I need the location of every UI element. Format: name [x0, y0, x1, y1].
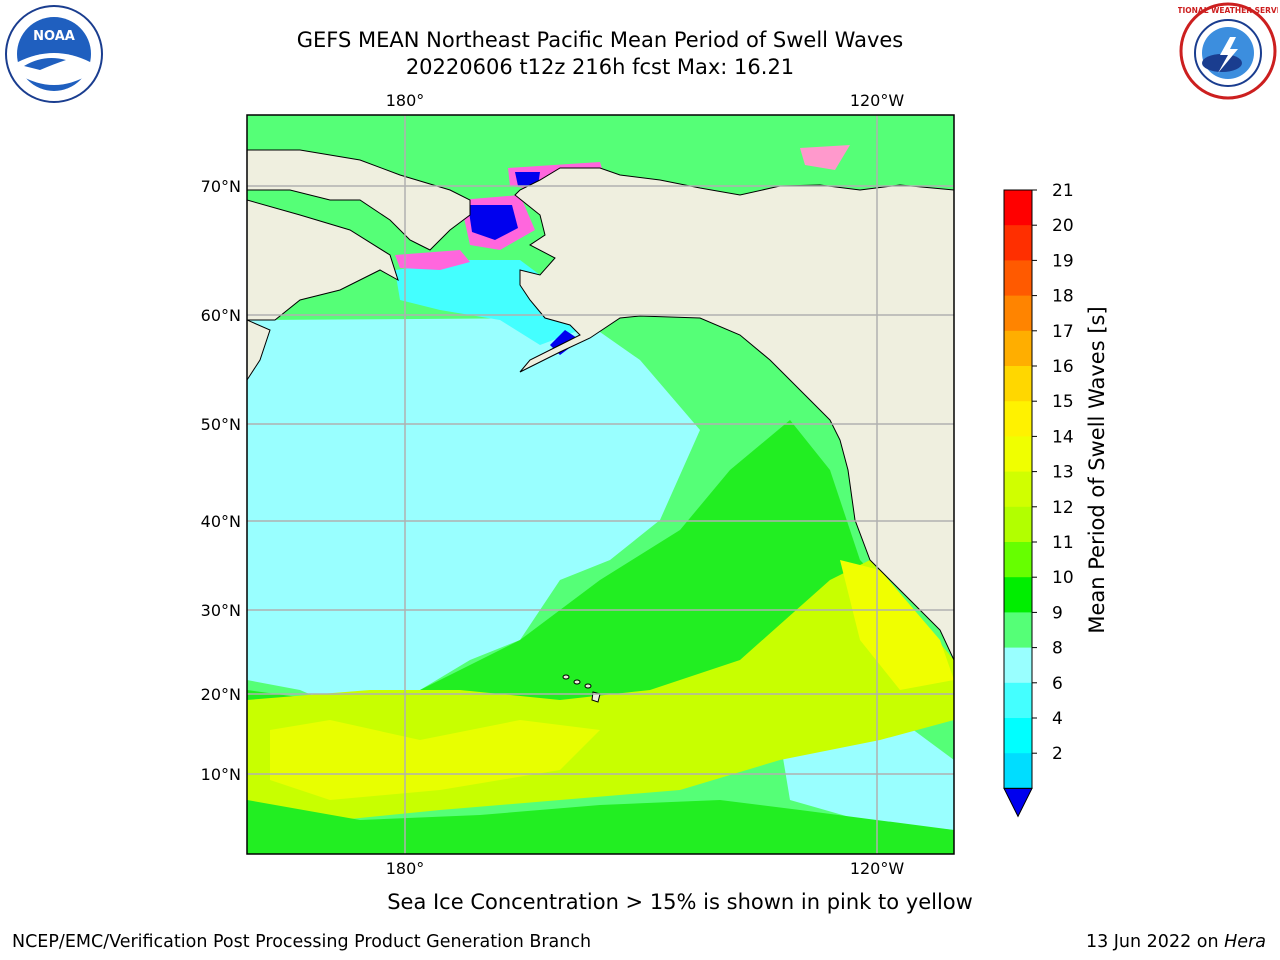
map-frame	[246, 114, 955, 855]
colorbar-segment	[1004, 682, 1032, 719]
credit-date: 13 Jun 2022 on	[1085, 932, 1225, 952]
colorbar-tick-label: 21	[1052, 181, 1074, 201]
land-siberia	[247, 115, 471, 251]
colorbar-tick-label: 10	[1052, 568, 1074, 588]
colorbar-ticks: 21 20 19 18 17 16 15 14 13 12 11 10 9 8 6 4 2	[1032, 181, 1074, 764]
colorbar-segment	[1004, 225, 1032, 261]
nws-logo: NATIONAL WEATHER SERVICE	[1178, 2, 1278, 100]
colorbar-segment	[1004, 577, 1032, 613]
colorbar-segment	[1004, 647, 1032, 684]
land-asia-west	[247, 319, 271, 381]
credit-right: 13 Jun 2022 on Hera	[1086, 932, 1266, 952]
colorbar-segment	[1004, 436, 1032, 473]
lon-label-bottom-120w: 120°W	[850, 859, 905, 878]
colorbar-segment	[1004, 542, 1032, 578]
colorbar-segment	[1004, 718, 1032, 754]
lat-label-70n: 70°N	[201, 177, 241, 196]
lat-label-60n: 60°N	[201, 306, 241, 325]
colorbar-tick-label: 16	[1052, 357, 1074, 377]
credit-left: NCEP/EMC/Verification Post Processing Pr…	[12, 932, 592, 952]
lon-label-top-180: 180°	[386, 91, 425, 110]
colorbar-tick-label: 20	[1052, 216, 1074, 236]
svg-text:NOAA: NOAA	[33, 29, 75, 44]
colorbar-tick-label: 15	[1052, 392, 1074, 412]
credit-host: Hera	[1224, 932, 1266, 952]
lon-label-top-120w: 120°W	[850, 91, 905, 110]
colorbar-segment	[1004, 506, 1032, 543]
ocean-field-yellow	[270, 720, 600, 800]
colorbar-segment	[1004, 366, 1032, 402]
colorbar-segment	[1004, 330, 1032, 367]
colorbar-segment	[1004, 471, 1032, 508]
ocean-field-south-green	[247, 800, 954, 854]
lat-label-40n: 40°N	[201, 512, 241, 531]
lat-label-50n: 50°N	[201, 415, 241, 434]
map-gridlines	[247, 115, 954, 854]
lat-label-10n: 10°N	[201, 765, 241, 784]
colorbar-frame	[1003, 189, 1033, 789]
map-title: GEFS MEAN Northeast Pacific Mean Period …	[296, 28, 904, 52]
sea-ice-blue-2	[515, 172, 540, 186]
map-subtitle: 20220606 t12z 216h fcst Max: 16.21	[405, 55, 795, 79]
ocean-field-yellow-east	[840, 560, 954, 690]
colorbar-segment	[1004, 260, 1032, 297]
colorbar-tick-label: 11	[1052, 533, 1074, 553]
colorbar-tick-label: 8	[1052, 639, 1063, 659]
colorbar	[1003, 189, 1033, 818]
colorbar-segment	[1004, 753, 1032, 789]
colorbar-tick-label: 2	[1052, 744, 1063, 764]
colorbar-tick-label: 19	[1052, 251, 1074, 271]
map-panel	[247, 115, 954, 854]
lat-label-20n: 20°N	[201, 685, 241, 704]
colorbar-tick-label: 17	[1052, 322, 1074, 342]
colorbar-tick-label: 13	[1052, 463, 1074, 483]
colorbar-segment	[1004, 190, 1032, 226]
colorbar-segment	[1004, 295, 1032, 332]
colorbar-label: Mean Period of Swell Waves [s]	[1085, 306, 1109, 634]
colorbar-tick-label: 12	[1052, 498, 1074, 518]
land-kamchatka	[247, 199, 399, 321]
colorbar-segment	[1004, 401, 1032, 437]
colorbar-extend-triangle	[1003, 787, 1033, 818]
ocean-field-cyan	[247, 318, 700, 720]
colorbar-tick-label: 18	[1052, 287, 1074, 307]
colorbar-tick-label: 4	[1052, 709, 1063, 729]
sea-ice-blue	[468, 205, 518, 240]
sea-ice-east	[800, 145, 850, 170]
noaa-logo: NOAA	[5, 5, 103, 103]
sea-ice-note: Sea Ice Concentration > 15% is shown in …	[387, 890, 973, 914]
colorbar-tick-label: 9	[1052, 603, 1063, 623]
colorbar-tick-label: 14	[1052, 427, 1074, 447]
colorbar-segment	[1004, 612, 1032, 649]
lat-label-30n: 30°N	[201, 601, 241, 620]
svg-text:NATIONAL WEATHER SERVICE: NATIONAL WEATHER SERVICE	[1178, 6, 1278, 15]
colorbar-tick-label: 6	[1052, 674, 1063, 694]
lon-label-bottom-180: 180°	[386, 859, 425, 878]
sea-ice-pink-3	[395, 250, 470, 270]
